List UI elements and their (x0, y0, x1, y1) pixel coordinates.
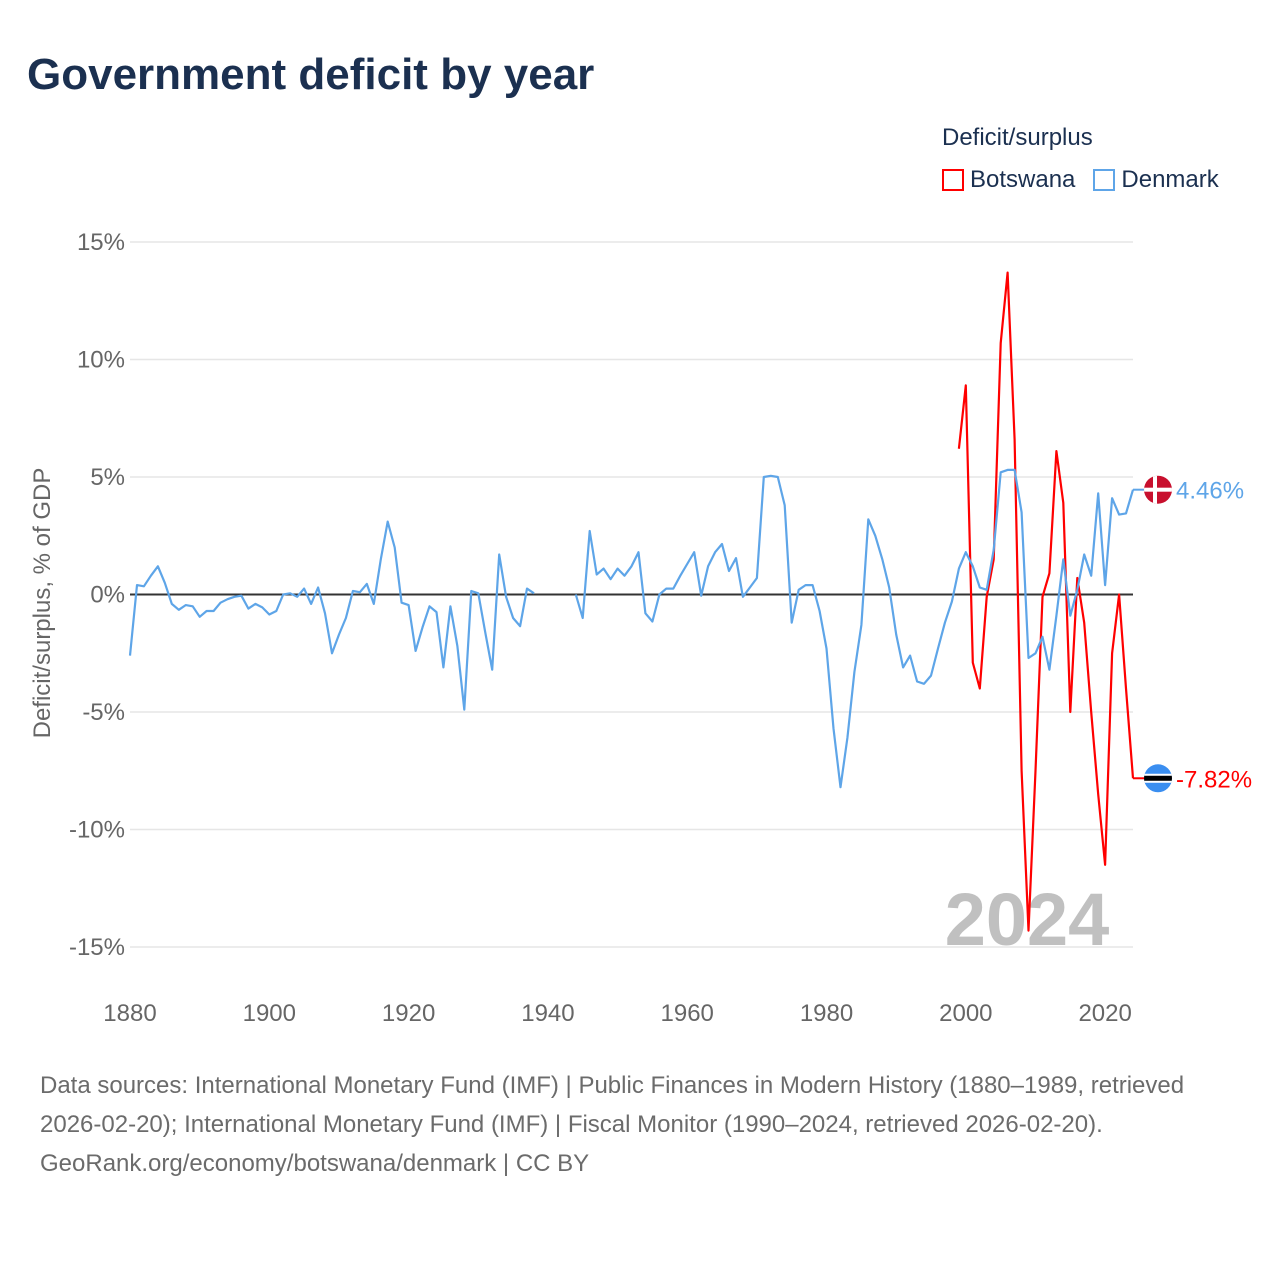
flag-cross-h (1144, 487, 1172, 492)
y-tick-label: -5% (82, 699, 125, 726)
botswana-flag-icon (1144, 764, 1172, 793)
y-axis-label: Deficit/surplus, % of GDP (29, 468, 56, 739)
legend: Botswana Denmark (942, 166, 1219, 194)
legend-label-denmark: Denmark (1121, 166, 1219, 193)
x-tick-label: 1980 (800, 1000, 853, 1027)
credit-link[interactable]: GeoRank.org/economy/botswana/denmark | C… (40, 1150, 590, 1177)
y-tick-label: -10% (69, 817, 125, 844)
x-tick-label: 1940 (521, 1000, 574, 1027)
page-title: Government deficit by year (27, 50, 595, 99)
flag-cross-v (1153, 475, 1157, 504)
x-tick-label: 1920 (382, 1000, 435, 1027)
denmark-flag-icon (1144, 475, 1172, 504)
x-tick-label: 1880 (103, 1000, 156, 1027)
x-tick-label: 2020 (1078, 1000, 1131, 1027)
end-value-label-botswana: -7.82% (1176, 766, 1252, 793)
data-sources: Data sources: International Monetary Fun… (40, 1072, 1185, 1138)
y-tick-label: 5% (90, 464, 125, 491)
legend-title: Deficit/surplus (942, 124, 1093, 151)
y-tick-label: -15% (69, 934, 125, 961)
y-tick-label: 15% (77, 229, 125, 256)
series-line-denmark (128, 468, 1135, 789)
x-tick-label: 1960 (661, 1000, 714, 1027)
legend-item-denmark[interactable]: Denmark (1093, 166, 1219, 194)
legend-label-botswana: Botswana (970, 166, 1076, 193)
legend-swatch-botswana (942, 169, 964, 191)
x-tick-label: 2000 (939, 1000, 992, 1027)
x-tick-label: 1900 (243, 1000, 296, 1027)
legend-item-botswana[interactable]: Botswana (942, 166, 1075, 194)
y-tick-label: 10% (77, 347, 125, 374)
y-tick-label: 0% (90, 582, 125, 609)
flag-band-black (1144, 775, 1172, 781)
legend-swatch-denmark (1093, 169, 1116, 191)
footer: Data sources: International Monetary Fun… (40, 1066, 1240, 1183)
end-value-label-denmark: 4.46% (1176, 478, 1244, 505)
series-line-botswana (957, 271, 1135, 932)
